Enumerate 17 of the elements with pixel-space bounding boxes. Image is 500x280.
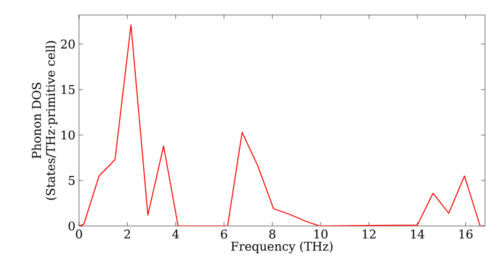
- x-axis-title: Frequency (THz): [231, 241, 332, 254]
- x-tick-label: 6: [220, 230, 228, 239]
- y-tick-label: 5: [68, 176, 75, 185]
- x-tick-label: 4: [172, 230, 179, 238]
- y-tick-label: 15: [62, 85, 75, 94]
- x-tick-label: 10: [314, 230, 328, 239]
- x-tick-label: 12: [362, 230, 376, 238]
- x-tick-label: 0: [76, 230, 82, 239]
- x-tick-label: 2: [124, 230, 130, 238]
- line-series: [79, 24, 481, 226]
- y-axis-title: Phonon DOS (States/THz·primitive cell): [32, 41, 58, 200]
- y-tick-label: 0: [68, 221, 75, 231]
- y-tick-label: 10: [62, 130, 75, 140]
- x-tick-label: 8: [269, 230, 276, 239]
- x-tick-label: 16: [459, 230, 473, 239]
- y-tick-label: 20: [61, 40, 75, 49]
- x-tick-label: 14: [411, 230, 424, 238]
